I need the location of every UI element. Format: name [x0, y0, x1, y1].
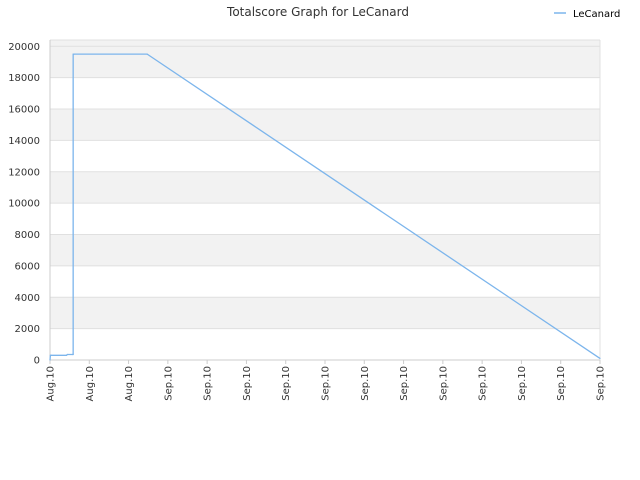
y-tick-label: 20000 — [8, 42, 40, 53]
x-tick-label: Sep.10 — [360, 366, 371, 401]
y-tick-label: 6000 — [15, 261, 40, 272]
y-tick-label: 8000 — [15, 230, 40, 241]
series-group — [49, 53, 601, 361]
grid-lines — [50, 45, 600, 361]
x-axis-ticks: Aug.10 Aug.10 Aug.10 Sep.10 Sep.10 Sep.10 Sep.… — [46, 360, 607, 401]
x-tick-label: Sep.10 — [399, 366, 410, 401]
data-point — [66, 353, 68, 356]
x-tick-label: Sep.10 — [321, 366, 332, 401]
x-tick-label: Sep.10 — [163, 366, 174, 401]
x-tick-label: Aug.10 — [46, 366, 57, 401]
y-tick-label: 14000 — [8, 136, 40, 147]
data-point — [73, 53, 75, 55]
data-point — [51, 354, 53, 356]
plot-band — [50, 46, 600, 78]
legend-label: LeCanard — [573, 9, 620, 20]
x-tick-label: Aug.10 — [124, 366, 135, 401]
y-tick-label: 2000 — [15, 324, 40, 335]
x-tick-label: Sep.10 — [556, 366, 567, 401]
chart-title: Totalscore Graph for LeCanard — [226, 5, 409, 19]
legend[interactable]: LeCanard — [554, 9, 620, 20]
plot-band — [50, 297, 600, 329]
plot-band — [50, 40, 600, 47]
plot-band — [50, 234, 600, 266]
y-tick-label: 4000 — [15, 293, 40, 304]
y-tick-label: 12000 — [8, 167, 40, 178]
plot-band — [50, 171, 600, 204]
plot-band — [50, 109, 600, 141]
x-tick-label: Sep.10 — [242, 366, 253, 401]
y-tick-label: 0 — [34, 356, 40, 367]
x-tick-label: Sep.10 — [478, 366, 489, 401]
data-point — [65, 354, 68, 356]
x-tick-label: Sep.10 — [438, 366, 449, 401]
data-point — [49, 354, 52, 356]
x-tick-label: Sep.10 — [517, 366, 528, 401]
plot-bands — [50, 40, 600, 329]
y-tick-label: 18000 — [8, 73, 40, 84]
x-tick-label: Sep.10 — [203, 366, 214, 401]
data-point — [72, 53, 74, 55]
data-point — [72, 353, 74, 356]
data-point — [599, 357, 601, 360]
y-axis-ticks: 0 2000 4000 6000 8000 10000 12000 14000 16000 180… — [8, 42, 40, 367]
y-tick-label: 16000 — [8, 105, 40, 116]
axes — [49, 39, 601, 361]
y-tick-label: 10000 — [8, 199, 40, 210]
x-tick-label: Sep.10 — [281, 366, 292, 401]
data-point — [49, 359, 51, 361]
data-point — [146, 53, 148, 55]
x-tick-label: Sep.10 — [596, 366, 607, 401]
x-tick-label: Aug.10 — [85, 366, 96, 401]
data-point — [71, 353, 73, 356]
